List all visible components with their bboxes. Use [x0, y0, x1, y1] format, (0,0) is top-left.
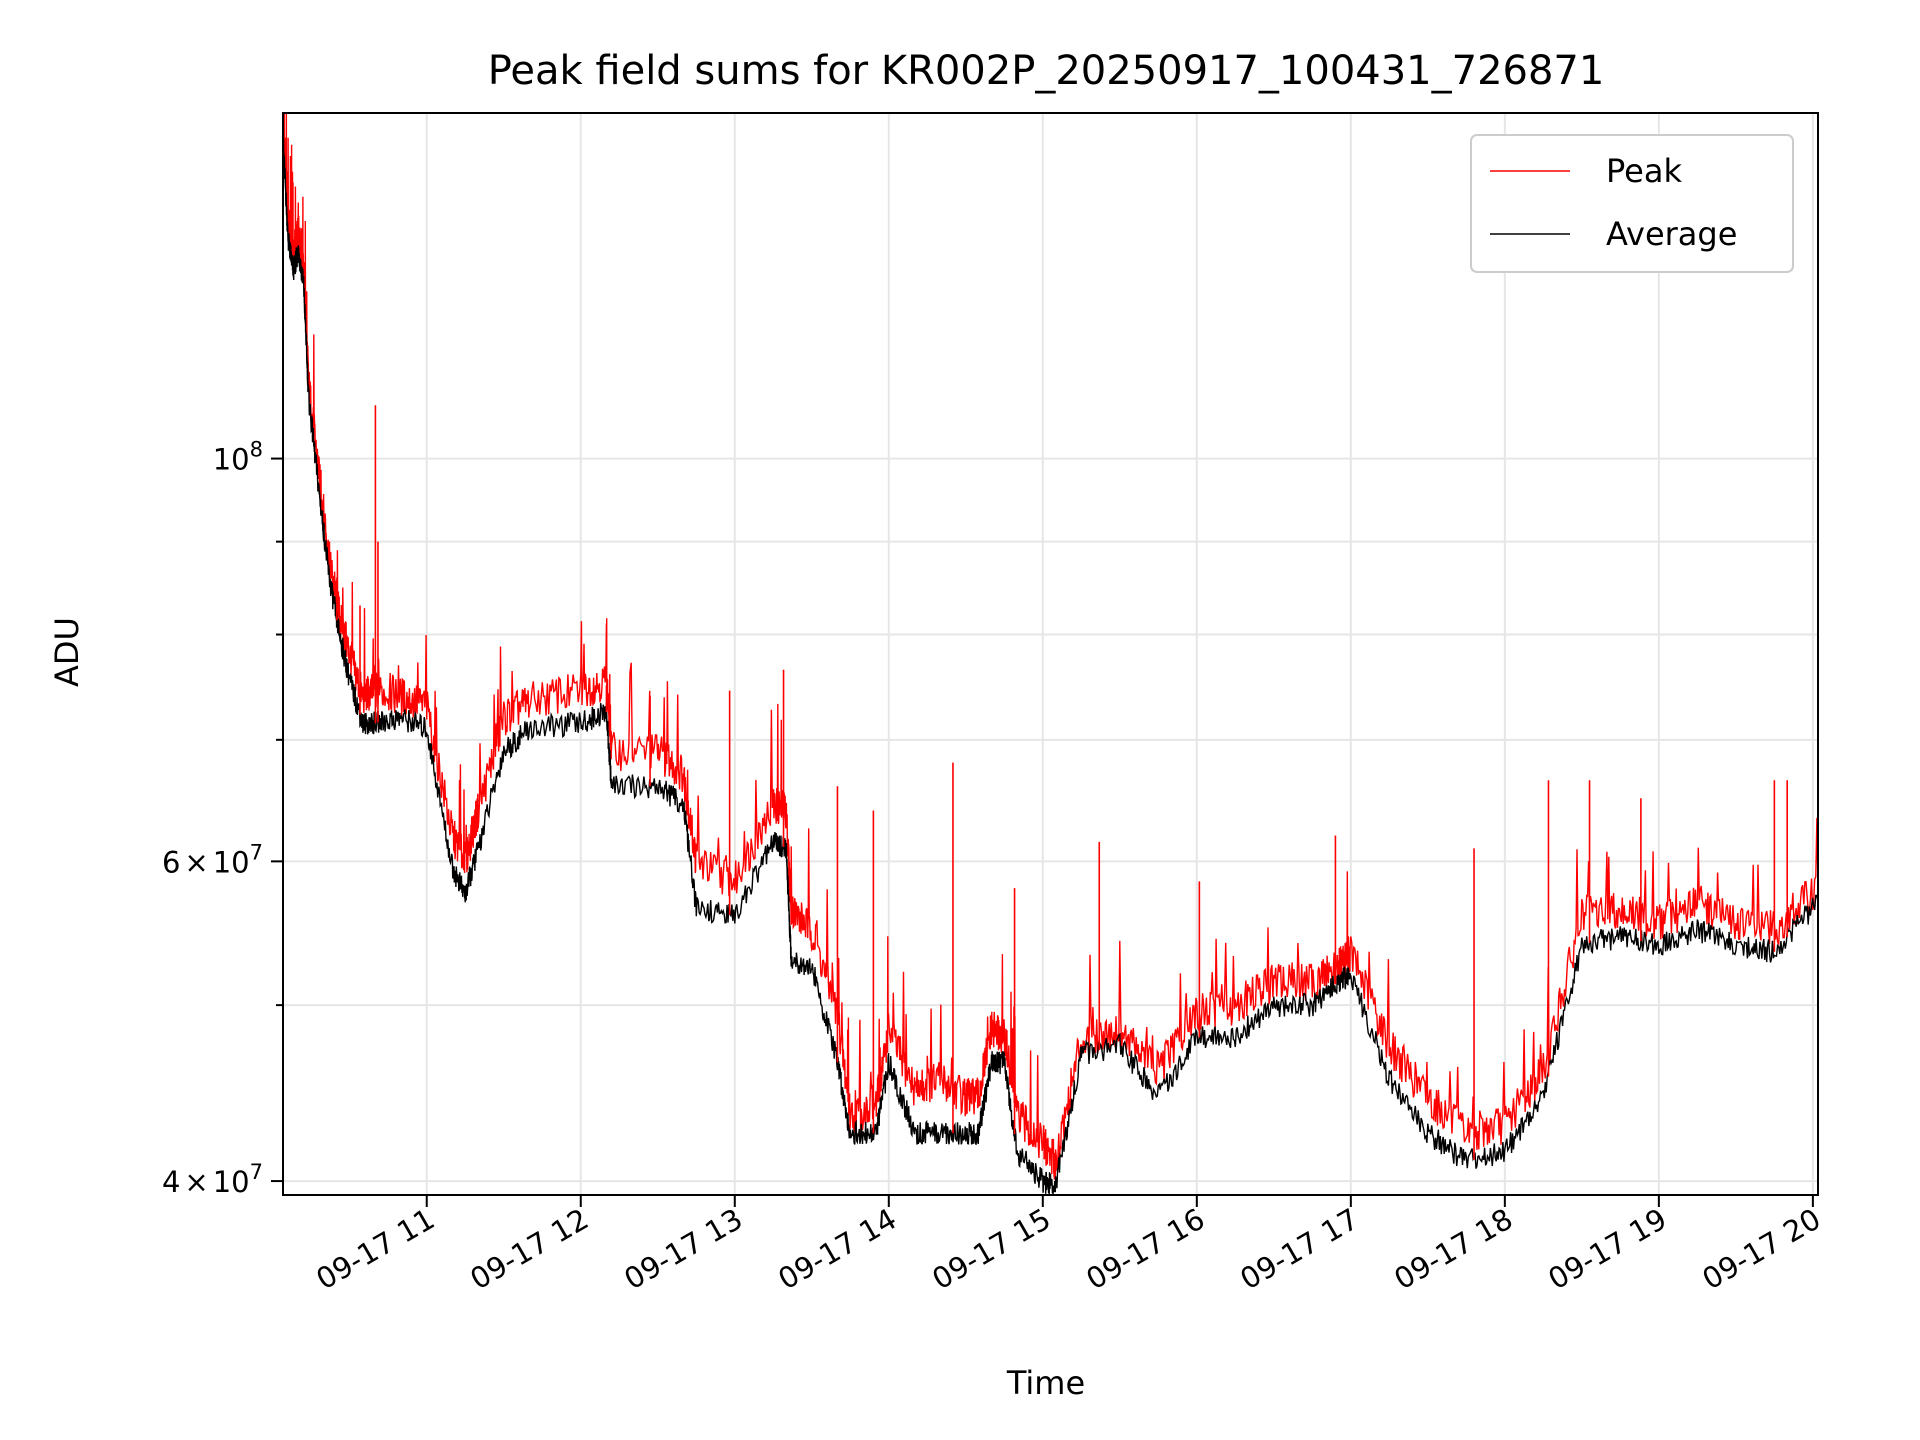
legend-peak-label: Peak [1606, 152, 1682, 190]
x-axis-label: Time [1006, 1364, 1085, 1402]
legend-average-label: Average [1606, 215, 1737, 253]
y-axis-label: ADU [48, 617, 86, 687]
series-line-peak [283, 113, 1818, 1180]
plot-frame [282, 112, 1819, 1196]
legend: Peak Average [1470, 134, 1794, 273]
chart-title: Peak field sums for KR002P_20250917_1004… [488, 48, 1605, 94]
plot-area [283, 113, 1818, 1195]
legend-box [1470, 134, 1794, 273]
y-tick-label: 6 × 107 [162, 840, 263, 879]
series-line-average [283, 138, 1818, 1195]
y-tick-label: 4 × 107 [162, 1160, 263, 1199]
y-tick-label: 108 [213, 438, 263, 477]
